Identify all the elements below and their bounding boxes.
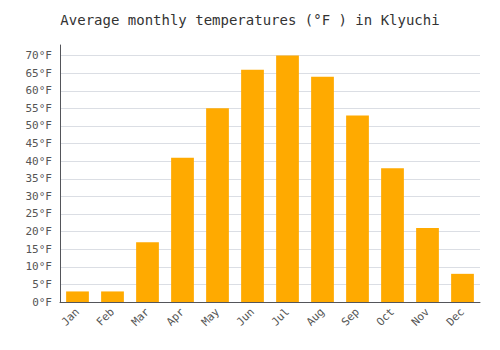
svg-text:25°F: 25°F (26, 207, 53, 220)
svg-text:55°F: 55°F (26, 102, 53, 115)
svg-text:50°F: 50°F (26, 119, 53, 132)
svg-text:Average monthly temperatures (: Average monthly temperatures (°F ) in Kl… (60, 12, 439, 28)
svg-text:Sep: Sep (339, 305, 362, 328)
svg-text:Apr: Apr (164, 305, 187, 328)
svg-text:5°F: 5°F (32, 278, 52, 291)
svg-text:30°F: 30°F (26, 190, 53, 203)
svg-text:Feb: Feb (94, 305, 117, 328)
svg-text:Jun: Jun (234, 305, 257, 328)
svg-text:Nov: Nov (409, 305, 432, 328)
svg-text:May: May (199, 305, 222, 328)
svg-text:0°F: 0°F (32, 296, 52, 309)
svg-text:Dec: Dec (444, 305, 467, 328)
svg-text:Aug: Aug (304, 305, 327, 328)
svg-text:45°F: 45°F (26, 137, 53, 150)
svg-text:Oct: Oct (374, 305, 397, 328)
svg-text:Jul: Jul (269, 305, 292, 328)
svg-text:10°F: 10°F (26, 260, 53, 273)
svg-text:70°F: 70°F (26, 49, 53, 62)
svg-text:35°F: 35°F (26, 172, 53, 185)
svg-text:65°F: 65°F (26, 67, 53, 80)
svg-text:60°F: 60°F (26, 84, 53, 97)
svg-text:40°F: 40°F (26, 155, 53, 168)
svg-text:15°F: 15°F (26, 243, 53, 256)
svg-text:20°F: 20°F (26, 225, 53, 238)
svg-text:Mar: Mar (129, 305, 152, 328)
svg-text:Jan: Jan (59, 305, 82, 328)
